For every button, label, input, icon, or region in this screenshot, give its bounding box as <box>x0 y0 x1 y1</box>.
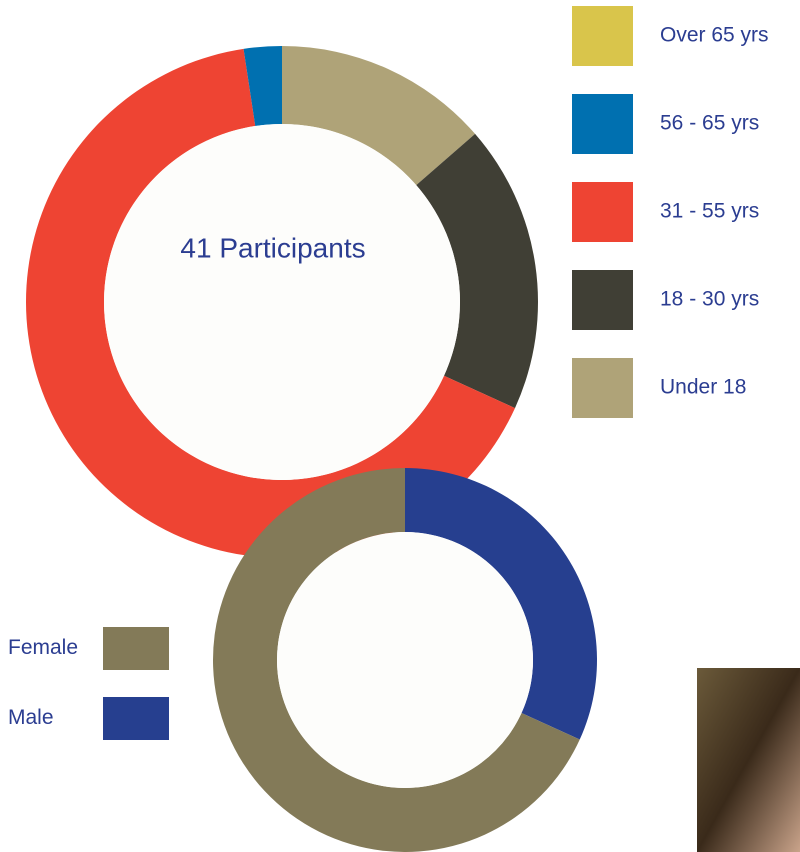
legend-swatch <box>572 6 633 66</box>
legend-swatch <box>572 358 633 418</box>
gender-donut: Female Male <box>8 468 597 852</box>
legend-label: Male <box>8 706 54 729</box>
legend-swatch <box>572 94 633 154</box>
center-label: 41 Participants <box>180 232 365 263</box>
legend-label: 31 - 55 yrs <box>660 200 759 223</box>
donut-hole <box>277 532 533 788</box>
legend-label: 18 - 30 yrs <box>660 288 759 311</box>
chart: 41 Participants Over 65 yrs 56 - 65 yrs 31 … <box>0 0 800 852</box>
legend-swatch <box>572 270 633 330</box>
donut-hole <box>104 124 460 480</box>
legend-swatch <box>103 627 169 670</box>
legend-swatch <box>572 182 633 242</box>
photo <box>697 668 800 852</box>
legend-label: 56 - 65 yrs <box>660 112 759 135</box>
legend-swatch <box>103 697 169 740</box>
legend-label: Under 18 <box>660 376 746 399</box>
legend-label: Female <box>8 636 78 659</box>
legend-label: Over 65 yrs <box>660 24 769 47</box>
